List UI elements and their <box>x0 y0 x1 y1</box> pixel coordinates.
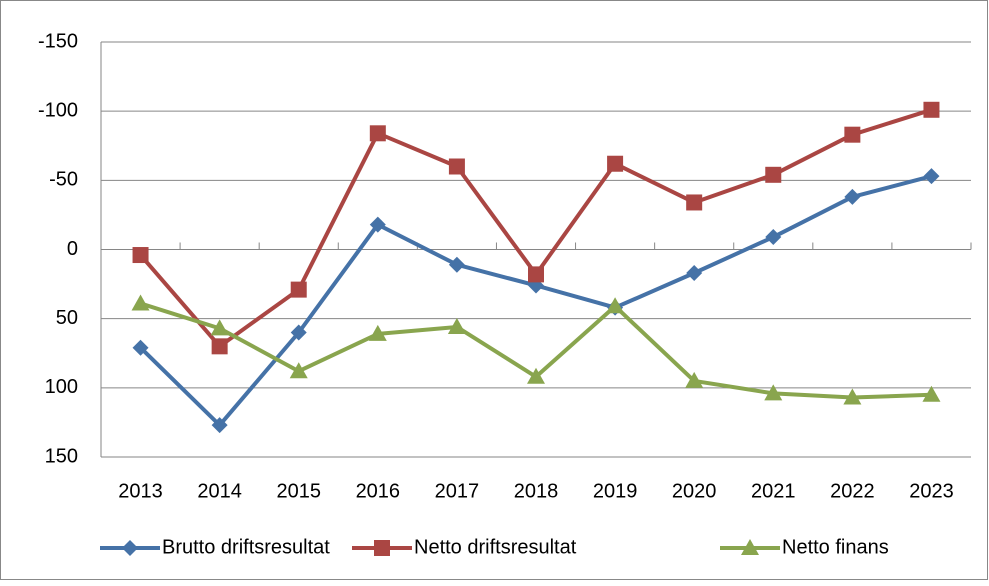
data-point <box>765 229 782 246</box>
data-point <box>447 317 466 334</box>
x-tick-label: 2022 <box>830 480 875 502</box>
data-point <box>528 266 544 283</box>
data-point <box>289 362 308 379</box>
x-tick-label: 2013 <box>118 480 163 502</box>
data-point <box>527 367 545 384</box>
y-tick-label: -100 <box>38 99 78 121</box>
legend-label: Netto finans <box>782 536 889 558</box>
legend-label: Netto driftsresultat <box>414 536 577 558</box>
x-tick-label: 2019 <box>593 480 638 502</box>
y-tick-label: -50 <box>49 169 78 191</box>
data-point <box>290 281 307 298</box>
data-point <box>923 168 940 185</box>
x-tick-label: 2017 <box>435 480 480 502</box>
data-point <box>765 166 782 183</box>
data-point <box>290 324 307 341</box>
data-point <box>607 155 624 172</box>
data-point <box>132 339 149 356</box>
data-point <box>922 385 941 402</box>
data-point <box>843 388 862 405</box>
data-point <box>211 338 228 355</box>
x-tick-label: 2018 <box>514 480 559 502</box>
data-point <box>685 371 704 388</box>
x-tick-label: 2020 <box>672 480 717 502</box>
data-point <box>844 188 861 205</box>
data-point <box>844 126 861 143</box>
x-tick-label: 2016 <box>356 480 401 502</box>
data-point <box>369 216 386 233</box>
data-point <box>923 101 940 118</box>
legend-label: Brutto driftsresultat <box>162 536 330 558</box>
y-tick-label: 50 <box>56 307 78 329</box>
data-point <box>448 158 465 175</box>
data-point <box>132 247 149 264</box>
legend-marker <box>741 539 759 555</box>
y-tick-label: 150 <box>45 445 78 467</box>
legend-marker <box>374 540 390 556</box>
data-point <box>686 194 703 211</box>
y-tick-label: 100 <box>45 376 78 398</box>
data-point <box>606 297 625 314</box>
x-tick-label: 2021 <box>751 480 796 502</box>
y-tick-label: -150 <box>38 30 78 52</box>
legend-marker <box>122 540 138 556</box>
x-tick-label: 2015 <box>276 480 321 502</box>
data-point <box>211 417 228 434</box>
x-tick-label: 2023 <box>909 480 954 502</box>
data-point <box>369 125 386 142</box>
x-tick-label: 2014 <box>197 480 242 502</box>
y-tick-label: 0 <box>67 238 78 260</box>
data-point <box>131 294 150 311</box>
data-point <box>368 324 387 341</box>
data-point <box>210 319 229 336</box>
data-point <box>764 384 783 401</box>
data-point <box>448 256 465 273</box>
data-point <box>686 265 703 282</box>
